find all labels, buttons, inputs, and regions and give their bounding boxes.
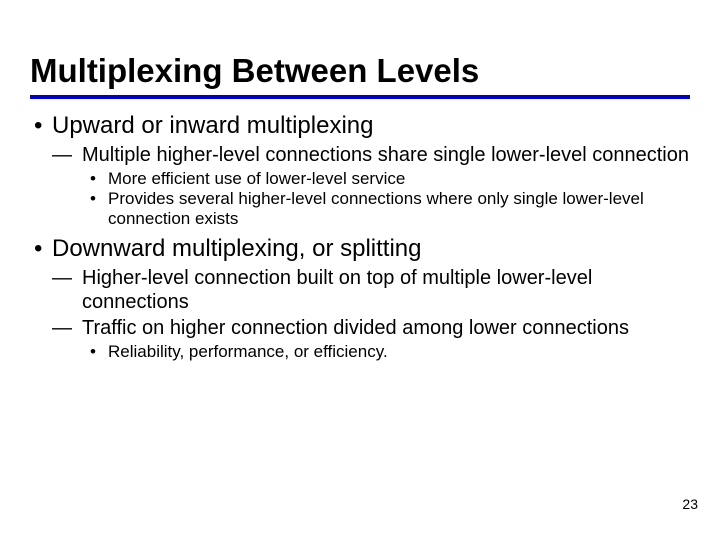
list-item-text: Downward multiplexing, or splitting xyxy=(52,235,422,262)
list-item: Upward or inward multiplexing Multiple h… xyxy=(52,111,690,230)
list-item-text: Multiple higher-level connections share … xyxy=(82,144,689,166)
bullet-list-level2: Multiple higher-level connections share … xyxy=(52,143,690,230)
list-item-text: Higher-level connection built on top of … xyxy=(82,267,592,313)
list-item: Provides several higher-level connection… xyxy=(108,189,690,230)
list-item: Higher-level connection built on top of … xyxy=(82,266,690,314)
page-number: 23 xyxy=(682,496,698,512)
list-item-text: Upward or inward multiplexing xyxy=(52,112,373,139)
bullet-list-level3: Reliability, performance, or efficiency. xyxy=(82,342,690,362)
bullet-list-level1: Upward or inward multiplexing Multiple h… xyxy=(30,111,690,363)
slide-title: Multiplexing Between Levels xyxy=(30,54,690,89)
slide: Multiplexing Between Levels Upward or in… xyxy=(0,0,720,540)
bullet-list-level2: Higher-level connection built on top of … xyxy=(52,266,690,362)
list-item: Multiple higher-level connections share … xyxy=(82,143,690,230)
list-item-text: More efficient use of lower-level servic… xyxy=(108,169,405,188)
list-item-text: Provides several higher-level connection… xyxy=(108,189,644,228)
list-item: Reliability, performance, or efficiency. xyxy=(108,342,690,362)
list-item-text: Traffic on higher connection divided amo… xyxy=(82,317,629,339)
list-item: More efficient use of lower-level servic… xyxy=(108,169,690,189)
list-item: Downward multiplexing, or splitting High… xyxy=(52,234,690,362)
list-item: Traffic on higher connection divided amo… xyxy=(82,316,690,362)
list-item-text: Reliability, performance, or efficiency. xyxy=(108,342,388,361)
title-underline xyxy=(30,95,690,99)
bullet-list-level3: More efficient use of lower-level servic… xyxy=(82,169,690,230)
